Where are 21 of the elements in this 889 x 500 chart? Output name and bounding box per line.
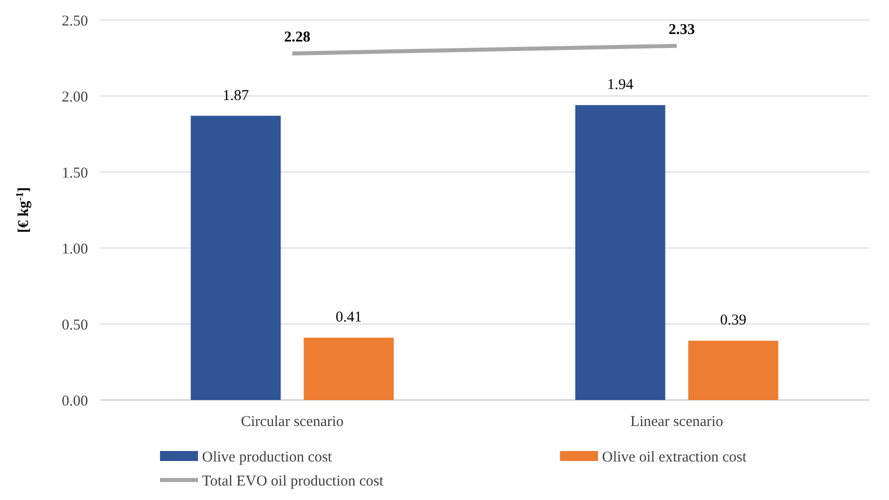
bar (190, 116, 281, 400)
legend-label: Total EVO oil production cost (202, 473, 384, 490)
data-label: 0.39 (720, 312, 746, 329)
y-tick-label: 0.00 (62, 393, 88, 410)
data-label: 2.28 (284, 29, 310, 46)
data-label: 1.94 (607, 77, 634, 94)
legend-label: Olive production cost (202, 449, 333, 466)
legend-label: Olive oil extraction cost (602, 449, 748, 466)
y-tick-label: 2.00 (62, 89, 88, 106)
y-tick-label: 0.50 (62, 317, 88, 334)
bar (304, 338, 394, 400)
data-label: 2.33 (668, 22, 695, 38)
bar (688, 340, 778, 400)
x-tick-label: Circular scenario (240, 414, 344, 430)
data-label: 1.87 (222, 88, 250, 104)
y-tick-label: 1.50 (62, 165, 88, 182)
data-label: 0.41 (336, 310, 362, 326)
bar (575, 105, 666, 400)
y-tick-label: 2.50 (62, 13, 88, 30)
x-tick-label: Linear scenario (630, 414, 724, 430)
y-tick-label: 1.00 (62, 241, 88, 258)
